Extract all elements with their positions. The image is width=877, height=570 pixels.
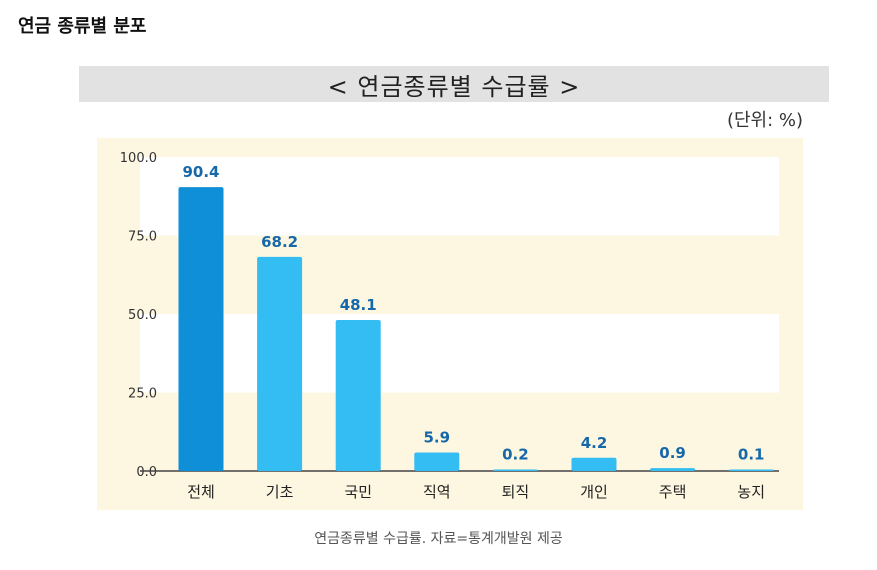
page-title: 연금 종류별 분포 (18, 16, 147, 37)
bar (650, 468, 696, 471)
bar-value-label: 0.1 (738, 446, 765, 464)
chart-banner-title: < 연금종류별 수급률 > (79, 66, 829, 102)
bar-chart: 100.0 75.0 50.0 25.0 0.0 90.4 전체 68.2 기초 48.1 국민 5.… (120, 151, 779, 501)
bar-value-label: 0.2 (502, 446, 529, 464)
bar (257, 256, 303, 471)
unit-label: (단위: %) (726, 110, 803, 131)
bar (728, 469, 774, 471)
bar-value-label: 0.9 (659, 444, 686, 462)
y-tick-label: 25.0 (128, 387, 157, 402)
bar (335, 319, 381, 471)
bar-value-label: 5.9 (424, 428, 451, 446)
x-category-label: 전체 (187, 483, 215, 501)
y-tick-label: 50.0 (128, 308, 157, 323)
bar-value-label: 68.2 (261, 233, 298, 251)
x-category-label: 기초 (266, 483, 294, 501)
x-category-label: 국민 (344, 483, 372, 501)
bar-value-label: 90.4 (182, 163, 219, 181)
bar-value-label: 48.1 (340, 296, 377, 314)
y-tick-label: 75.0 (128, 230, 157, 245)
y-tick-label: 100.0 (120, 151, 157, 166)
figure-caption: 연금종류별 수급률. 자료=통계개발원 제공 (314, 531, 563, 547)
bar (178, 187, 224, 472)
x-category-label: 직역 (423, 483, 451, 501)
y-tick-label: 0.0 (136, 465, 157, 480)
chart-figure: < 연금종류별 수급률 > (단위: %) 100.0 75.0 50.0 25.0 0… (79, 66, 829, 516)
x-category-label: 농지 (737, 483, 765, 501)
grid-band (140, 157, 779, 236)
x-category-label: 주택 (659, 483, 687, 501)
bar-value-label: 4.2 (581, 434, 608, 452)
bar (414, 452, 460, 471)
bar (571, 457, 617, 471)
x-category-label: 퇴직 (502, 483, 530, 501)
x-category-label: 개인 (580, 483, 608, 501)
bar (492, 469, 538, 471)
grid-band (140, 314, 779, 393)
